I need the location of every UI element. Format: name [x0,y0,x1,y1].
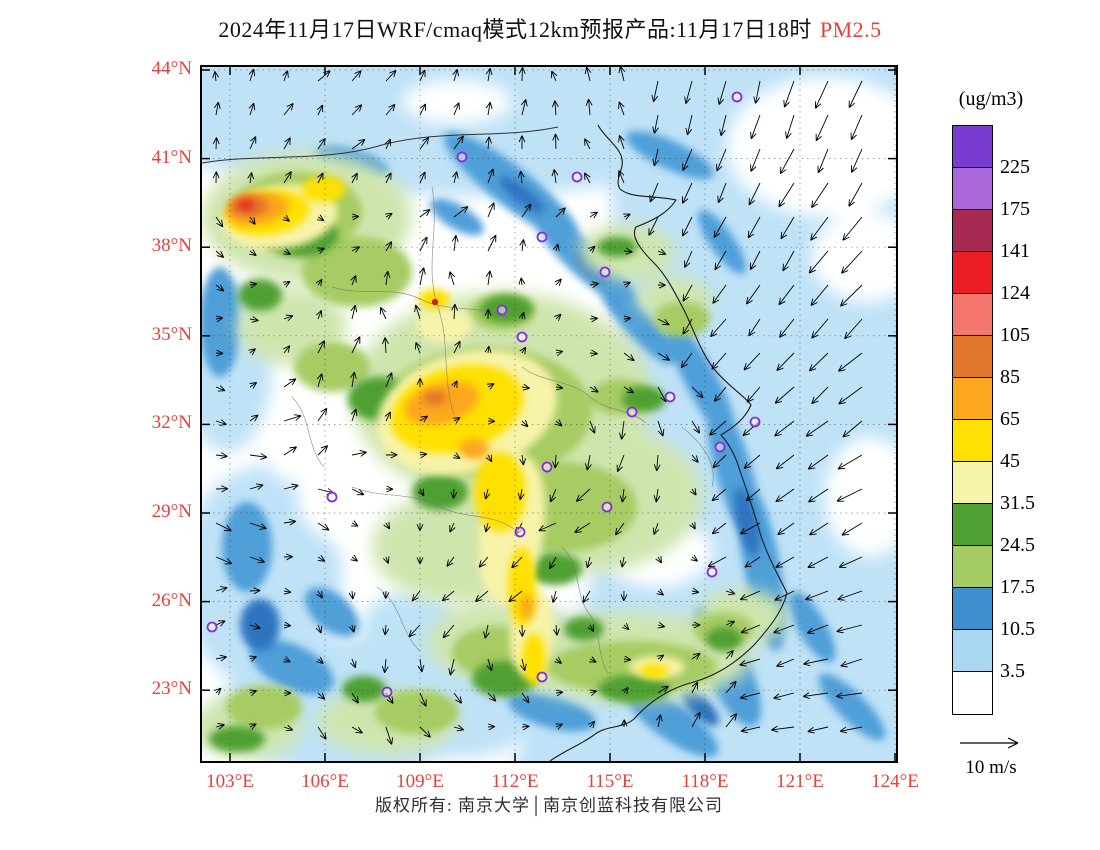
colorbar [952,125,993,715]
colorbar-block [953,168,992,210]
city-marker [516,331,528,343]
city-marker [714,441,726,453]
wind-vector-layer [212,67,863,745]
colorbar-level-label: 10.5 [1000,618,1035,640]
lon-tick-label: 109°E [396,771,444,792]
colorbar-block [953,378,992,420]
title-pollutant: PM2.5 [819,17,882,42]
colorbar-level-label: 3.5 [1000,660,1025,682]
lat-tick-label: 32°N [151,412,192,434]
city-marker [456,151,468,163]
lat-tick-label: 23°N [151,678,192,700]
lat-tick-label: 29°N [151,501,192,522]
lon-tick-label: 124°E [871,771,919,792]
colorbar-labels: 225 175 141 124 105 85 65 45 31.5 24.5 17.5 10.5 3.5 [1000,126,1060,726]
coastline [549,124,788,761]
lon-axis: 103°E 106°E 109°E 112°E 115°E 118°E 121°E 124°E [202,771,919,795]
colorbar-block [953,630,992,672]
city-marker [706,566,718,578]
city-marker [206,621,218,633]
colorbar-level-label: 175 [1000,198,1030,220]
colorbar-block [953,336,992,378]
colorbar-block [953,672,992,714]
lon-tick-label: 112°E [491,771,539,792]
colorbar-block [953,462,992,504]
colorbar-level-label: 85 [1000,366,1020,388]
colorbar-level-label: 17.5 [1000,576,1035,598]
colorbar-block [953,126,992,168]
city-marker [664,391,676,403]
lon-tick-label: 115°E [586,771,634,792]
city-marker [326,491,338,503]
city-marker [599,266,611,278]
city-marker [496,304,508,316]
city-marker-layer [206,91,761,698]
pm25-concentration-map [202,67,896,761]
city-marker [381,686,393,698]
city-marker [601,501,613,513]
map-frame [200,65,898,763]
city-marker [749,416,761,428]
colorbar-level-label: 105 [1000,324,1030,346]
city-marker [626,406,638,418]
lon-tick-label: 121°E [776,771,824,792]
lat-tick-label: 44°N [151,58,192,79]
copyright-footer: 版权所有: 南京大学│南京创蓝科技有限公司 [374,796,724,815]
colorbar-units-label: (ug/m3) [958,88,1024,110]
national-border [202,126,559,164]
colorbar-level-label: 45 [1000,450,1020,472]
city-marker [536,671,548,683]
colorbar-block [953,294,992,336]
colorbar-level-label: 225 [1000,156,1030,178]
field-red-core [238,200,254,210]
title-main: 2024年11月17日WRF/cmaq模式12km预报产品:11月17日18时 [218,17,812,42]
lat-tick-label: 41°N [151,146,192,168]
colorbar-block [953,588,992,630]
lat-tick-label: 35°N [151,323,192,345]
wind-reference-arrow-icon [960,737,1019,749]
wind-legend: 10 m/s [930,736,1052,779]
colorbar-block [953,504,992,546]
colorbar-block [953,210,992,252]
lon-tick-label: 106°E [301,771,349,792]
colorbar-level-label: 141 [1000,240,1030,262]
lon-tick-label: 103°E [206,771,254,792]
city-marker [731,91,743,103]
wind-speed-label: 10 m/s [965,757,1017,778]
city-marker [514,526,526,538]
red-marker [431,298,439,306]
city-marker [541,461,553,473]
colorbar-level-label: 124 [1000,282,1030,304]
colorbar-level-label: 65 [1000,408,1020,430]
colorbar-level-label: 31.5 [1000,492,1035,514]
colorbar-block [953,546,992,588]
lat-tick-label: 38°N [151,235,192,257]
city-marker [536,231,548,243]
lat-tick-label: 26°N [151,589,192,611]
page-title: 2024年11月17日WRF/cmaq模式12km预报产品:11月17日18时 P… [0,12,1100,44]
city-marker [571,171,583,183]
graticule [202,67,896,761]
colorbar-block [953,252,992,294]
colorbar-level-label: 24.5 [1000,534,1035,556]
colorbar-block [953,420,992,462]
lat-axis: 44°N 41°N 38°N 35°N 32°N 29°N 26°N 23°N [122,58,192,763]
lon-tick-label: 118°E [681,771,729,792]
field-yellow [226,176,669,685]
